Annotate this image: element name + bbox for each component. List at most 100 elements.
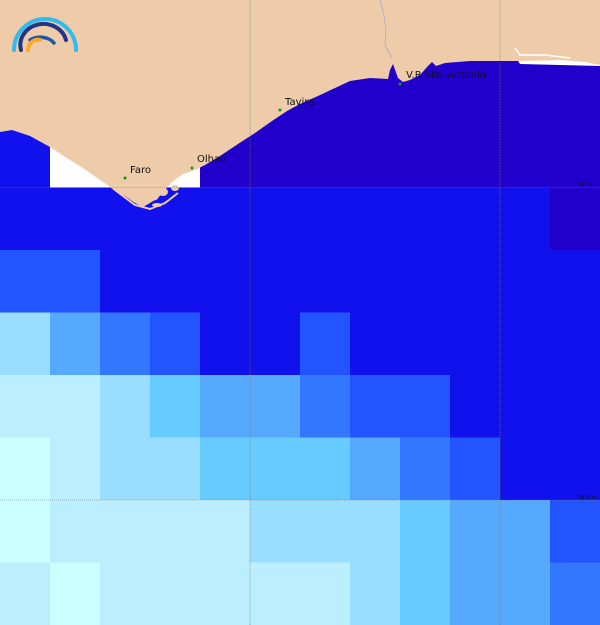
grid-cell (550, 562, 600, 625)
town-label: Olhao (197, 154, 226, 165)
grid-cell (200, 437, 251, 501)
grid-cell (50, 375, 101, 438)
grid-cell (400, 500, 451, 563)
grid-cell (100, 375, 151, 438)
town-marker-icon (190, 166, 194, 170)
grid-cell (200, 187, 251, 251)
grid-cell (0, 562, 51, 625)
town-faro[interactable]: Faro (123, 165, 151, 180)
grid-cell (400, 187, 451, 251)
lat-label-36-5: 36.5°N (578, 495, 596, 501)
grid-cell (450, 312, 501, 376)
grid-cell (450, 125, 501, 188)
grid-cell (50, 250, 101, 313)
grid-cell (400, 312, 451, 376)
grid-cell (300, 312, 351, 376)
town-olhao[interactable]: Olhao (190, 154, 227, 170)
grid-cell (250, 500, 301, 563)
grid-cell (400, 250, 451, 313)
grid-cell (400, 562, 451, 625)
grid-cell (100, 437, 151, 501)
town-label: Faro (130, 165, 151, 176)
grid-cell (400, 437, 451, 501)
grid-cell (0, 312, 51, 376)
town-vr-sto-antonio[interactable]: V.R Sto. Antonio (398, 70, 486, 86)
grid-cell (500, 62, 551, 126)
lagoon-spit (89, 167, 179, 211)
grid-cell (150, 250, 201, 313)
grid-cell (250, 125, 301, 188)
grid-cell (550, 62, 600, 126)
grid-cell (0, 187, 51, 251)
lagoon-islands (142, 185, 179, 207)
grid-cell (350, 562, 401, 625)
grid-cell (250, 312, 301, 376)
grid-cell (300, 437, 351, 501)
grid-cell (150, 187, 201, 251)
town-marker-icon (278, 108, 282, 112)
grid-cell (450, 375, 501, 438)
grid-cell (100, 312, 151, 376)
grid-cell (200, 312, 251, 376)
grid-cell (200, 500, 251, 563)
grid-cell (150, 375, 201, 438)
grid-cell (350, 375, 401, 438)
grid-cell (100, 250, 151, 313)
grid-cell (0, 375, 51, 438)
grid-cell (350, 500, 401, 563)
guadiana-river (379, 0, 393, 59)
grid-cell (150, 312, 201, 376)
town-marker-icon (398, 82, 402, 86)
grid-cell (50, 500, 101, 563)
land-mass (0, 0, 600, 207)
grid-cell (300, 500, 351, 563)
grid-cell (400, 125, 451, 188)
grid-cell (450, 62, 501, 126)
grid-cell (200, 562, 251, 625)
grid-cell (50, 187, 101, 251)
grid-cell (200, 250, 251, 313)
grid-cell (550, 375, 600, 438)
grid-cell (0, 500, 51, 563)
grid-cell (350, 187, 401, 251)
grid-cell (0, 437, 51, 501)
grid-cell (150, 437, 201, 501)
grid-cell (350, 437, 401, 501)
grid-cell (550, 437, 600, 501)
grid-cell (300, 250, 351, 313)
grid-cell (250, 375, 301, 438)
grid-cell (150, 500, 201, 563)
grid-cell (150, 562, 201, 625)
wave-arcs-logo-icon (12, 17, 78, 52)
grid-cell (250, 437, 301, 501)
grid-cell (300, 375, 351, 438)
grid-cell (250, 562, 301, 625)
grid-cell (500, 125, 551, 188)
grid-cell (50, 437, 101, 501)
grid-cell (550, 500, 600, 563)
grid-cell (200, 375, 251, 438)
grid-cell (450, 187, 501, 251)
grid-cell (500, 562, 551, 625)
grid-cell (350, 250, 401, 313)
town-label: V.R Sto. Antonio (406, 70, 486, 81)
grid-cell (100, 562, 151, 625)
grid-cell (550, 250, 600, 313)
grid-cell (400, 375, 451, 438)
grid-cell (100, 500, 151, 563)
grid-cell (500, 500, 551, 563)
town-tavira[interactable]: Tavira (278, 97, 315, 112)
town-marker-icon (123, 176, 127, 180)
grid-cell (250, 250, 301, 313)
grid-cell (500, 437, 551, 501)
grid-cell (350, 125, 401, 188)
grid-cell (500, 375, 551, 438)
grid-cell (550, 125, 600, 188)
grid-cell (450, 437, 501, 501)
grid-cell (550, 312, 600, 376)
grid-cell (300, 187, 351, 251)
grid-cell (300, 125, 351, 188)
